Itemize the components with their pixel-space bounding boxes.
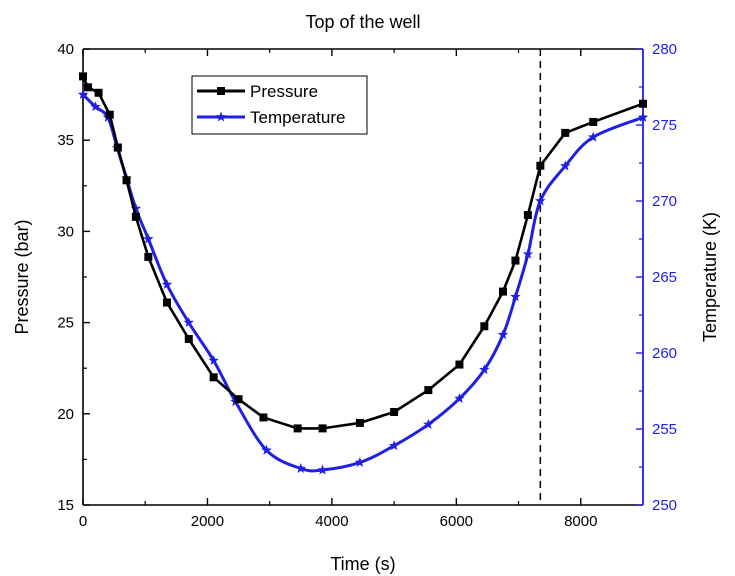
pressure-point — [131, 212, 140, 221]
pressure-point — [480, 322, 489, 331]
legend: Pressure Temperature — [191, 75, 368, 135]
pressure-point — [259, 413, 268, 422]
pressure-point — [355, 418, 364, 427]
pressure-point — [455, 360, 464, 369]
temperature-point — [161, 279, 173, 290]
pressure-point — [499, 287, 507, 296]
temperature-point — [130, 203, 142, 214]
legend-pressure-label: Pressure — [250, 82, 318, 101]
pressure-point — [163, 298, 171, 307]
right-y-axis-title: Temperature (K) — [700, 212, 720, 342]
right-y-tick-label: 265 — [652, 269, 677, 286]
pressure-point — [122, 176, 131, 185]
pressure-point — [639, 99, 647, 108]
left-y-tick-label: 15 — [57, 497, 74, 514]
pressure-point — [293, 424, 302, 433]
pressure-point — [589, 117, 598, 126]
temperature-point — [510, 291, 521, 302]
x-tick-label: 0 — [79, 513, 87, 530]
temperature-point — [454, 393, 465, 404]
left-y-tick-label: 20 — [57, 406, 74, 423]
pressure-point — [209, 373, 218, 382]
left-y-tick-label: 30 — [57, 223, 74, 240]
temperature-point — [479, 364, 490, 375]
legend-pressure-marker — [217, 87, 225, 95]
x-tick-label: 8000 — [564, 513, 597, 530]
right-y-tick-label: 280 — [652, 41, 677, 58]
temperature-point — [354, 456, 366, 467]
x-tick-label: 6000 — [440, 513, 473, 530]
left-y-tick-label: 25 — [57, 315, 74, 332]
left-y-axis-ticks: 15 20 25 30 35 40 — [57, 41, 90, 514]
temperature-point — [183, 317, 195, 328]
x-axis-title: Time (s) — [330, 554, 395, 574]
pressure-point — [94, 88, 103, 97]
legend-box — [191, 75, 368, 135]
temperature-point — [522, 248, 534, 259]
temperature-point — [388, 440, 400, 451]
x-axis-ticks: 0 2000 4000 6000 8000 — [79, 49, 597, 530]
temperature-point — [497, 329, 509, 340]
pressure-point — [144, 252, 153, 261]
right-y-tick-label: 270 — [652, 193, 677, 210]
pressure-point — [234, 395, 243, 404]
left-y-tick-label: 40 — [57, 41, 74, 58]
pressure-point — [113, 143, 122, 152]
pressure-point — [390, 407, 399, 416]
chart-title: Top of the well — [305, 12, 420, 32]
pressure-point — [83, 83, 92, 92]
pressure-point — [105, 110, 114, 119]
temperature-point — [261, 444, 272, 455]
pressure-point — [318, 424, 327, 433]
series-layer — [77, 72, 649, 475]
pressure-point — [184, 335, 193, 344]
pressure-point — [561, 128, 570, 137]
temperature-point — [208, 355, 219, 366]
pressure-point — [424, 386, 433, 395]
pressure-point — [511, 256, 520, 265]
temperature-point — [535, 195, 546, 206]
right-y-tick-label: 260 — [652, 345, 677, 362]
pressure-point — [536, 161, 545, 170]
temperature-point — [587, 131, 599, 142]
right-y-tick-label: 255 — [652, 421, 677, 438]
pressure-point — [523, 210, 532, 219]
pressure-point — [79, 72, 87, 81]
temperature-point — [77, 89, 89, 100]
x-tick-label: 2000 — [191, 513, 224, 530]
x-tick-label: 4000 — [315, 513, 348, 530]
left-y-axis-title: Pressure (bar) — [12, 219, 32, 334]
legend-temperature-label: Temperature — [250, 108, 345, 127]
right-y-tick-label: 250 — [652, 497, 677, 514]
temperature-point — [637, 111, 649, 122]
temperature-point — [295, 463, 307, 473]
temperature-point — [423, 418, 434, 429]
right-y-axis-ticks: 250 255 260 265 270 275 280 — [636, 41, 677, 514]
legend-temperature-marker — [215, 111, 227, 122]
right-y-tick-label: 275 — [652, 117, 677, 134]
temperature-point — [559, 160, 571, 171]
temperature-point — [90, 101, 101, 112]
temperature-point — [317, 464, 328, 475]
temperature-series — [77, 89, 649, 475]
left-y-tick-label: 35 — [57, 132, 74, 149]
temperature-point — [143, 233, 154, 244]
pressure-series — [79, 72, 647, 433]
